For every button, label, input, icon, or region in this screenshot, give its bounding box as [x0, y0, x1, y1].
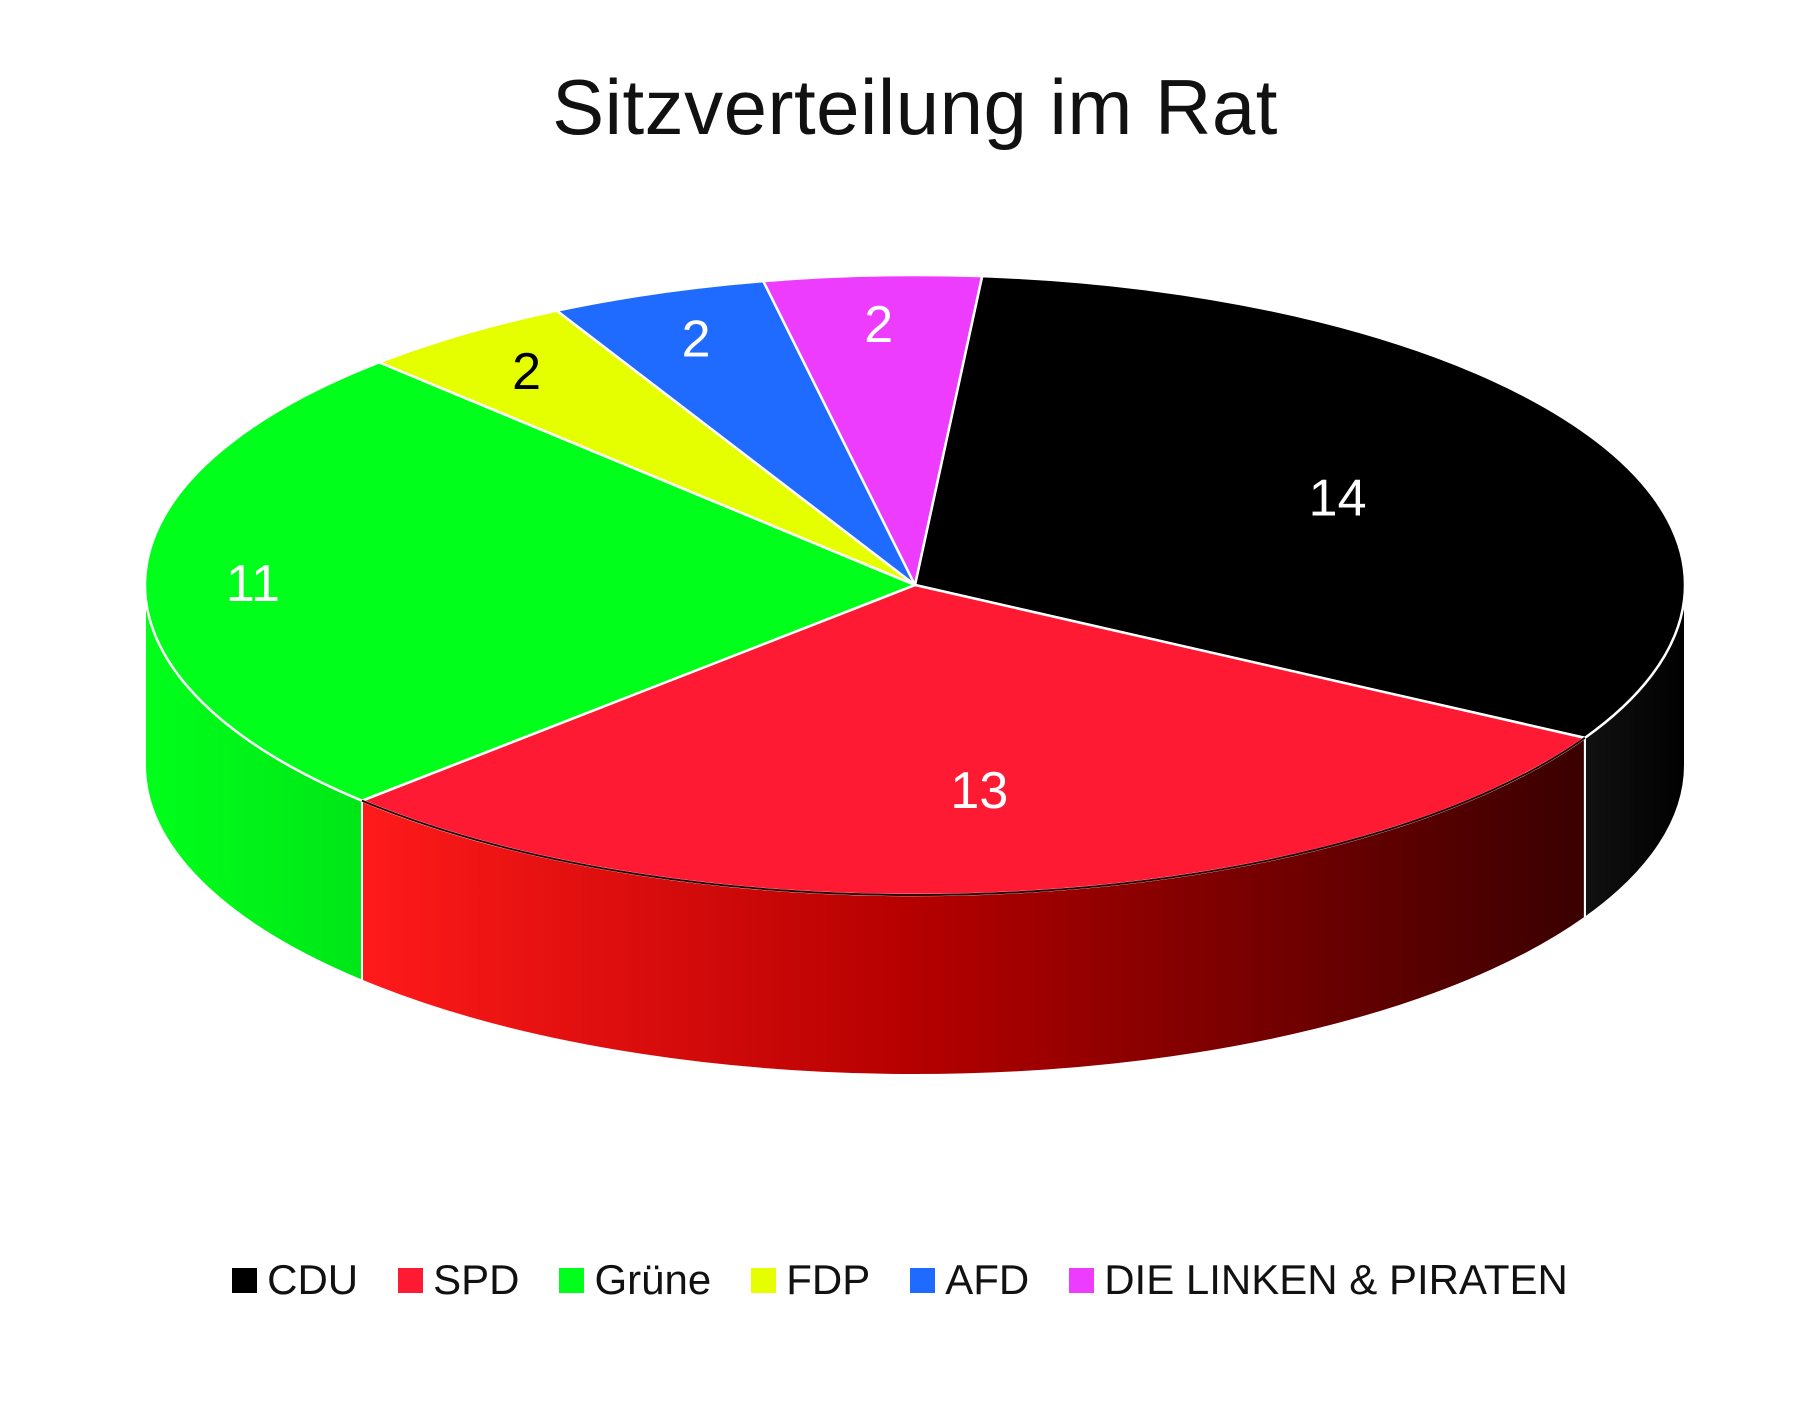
legend-item-fdp: FDP — [751, 1256, 870, 1304]
legend-item-spd: SPD — [398, 1256, 519, 1304]
pie-labels: 14 13 11 2 2 2 — [226, 296, 1367, 820]
pie-slice-cdu[interactable] — [913, 274, 1687, 740]
legend-swatch — [398, 1267, 424, 1293]
legend-label: Grüne — [594, 1256, 712, 1303]
legend-item-die-linken-piraten: DIE LINKEN & PIRATEN — [1069, 1256, 1568, 1304]
legend-swatch — [751, 1267, 777, 1293]
legend-label: DIE LINKEN & PIRATEN — [1104, 1256, 1568, 1303]
legend-swatch — [232, 1267, 258, 1293]
pie-slice-fdp[interactable] — [377, 309, 917, 587]
data-label-spd: 13 — [950, 762, 1008, 820]
pie-top — [143, 273, 1687, 897]
legend-label: CDU — [267, 1256, 359, 1303]
legend-label: FDP — [786, 1256, 871, 1303]
pie-slice-die-linken-piraten[interactable] — [762, 273, 984, 587]
pie-slice-afd[interactable] — [555, 279, 917, 587]
legend-swatch — [1069, 1267, 1095, 1293]
data-label-die-linken-piraten: 2 — [864, 296, 893, 354]
legend-item-afd: AFD — [910, 1256, 1029, 1304]
pie-edge-spd — [361, 737, 1586, 896]
data-label-gr-ne: 11 — [226, 555, 280, 613]
pie-slice-gr-ne[interactable] — [143, 361, 917, 802]
data-label-fdp: 2 — [512, 343, 541, 401]
legend-swatch — [559, 1267, 585, 1293]
pie-sides — [144, 584, 1686, 1076]
legend-item-cdu: CDU — [232, 1256, 358, 1304]
legend-label: SPD — [433, 1256, 520, 1303]
data-label-afd: 2 — [682, 311, 711, 369]
legend-swatch — [910, 1267, 936, 1293]
legend: CDU SPD Grüne FDP AFD DIE LINKEN & PIRATEN — [0, 1256, 1800, 1304]
data-label-cdu: 14 — [1309, 470, 1367, 528]
legend-item-gr-ne: Grüne — [559, 1256, 711, 1304]
chart-title: Sitzverteilung im Rat — [552, 63, 1278, 151]
legend-label: AFD — [945, 1256, 1030, 1303]
